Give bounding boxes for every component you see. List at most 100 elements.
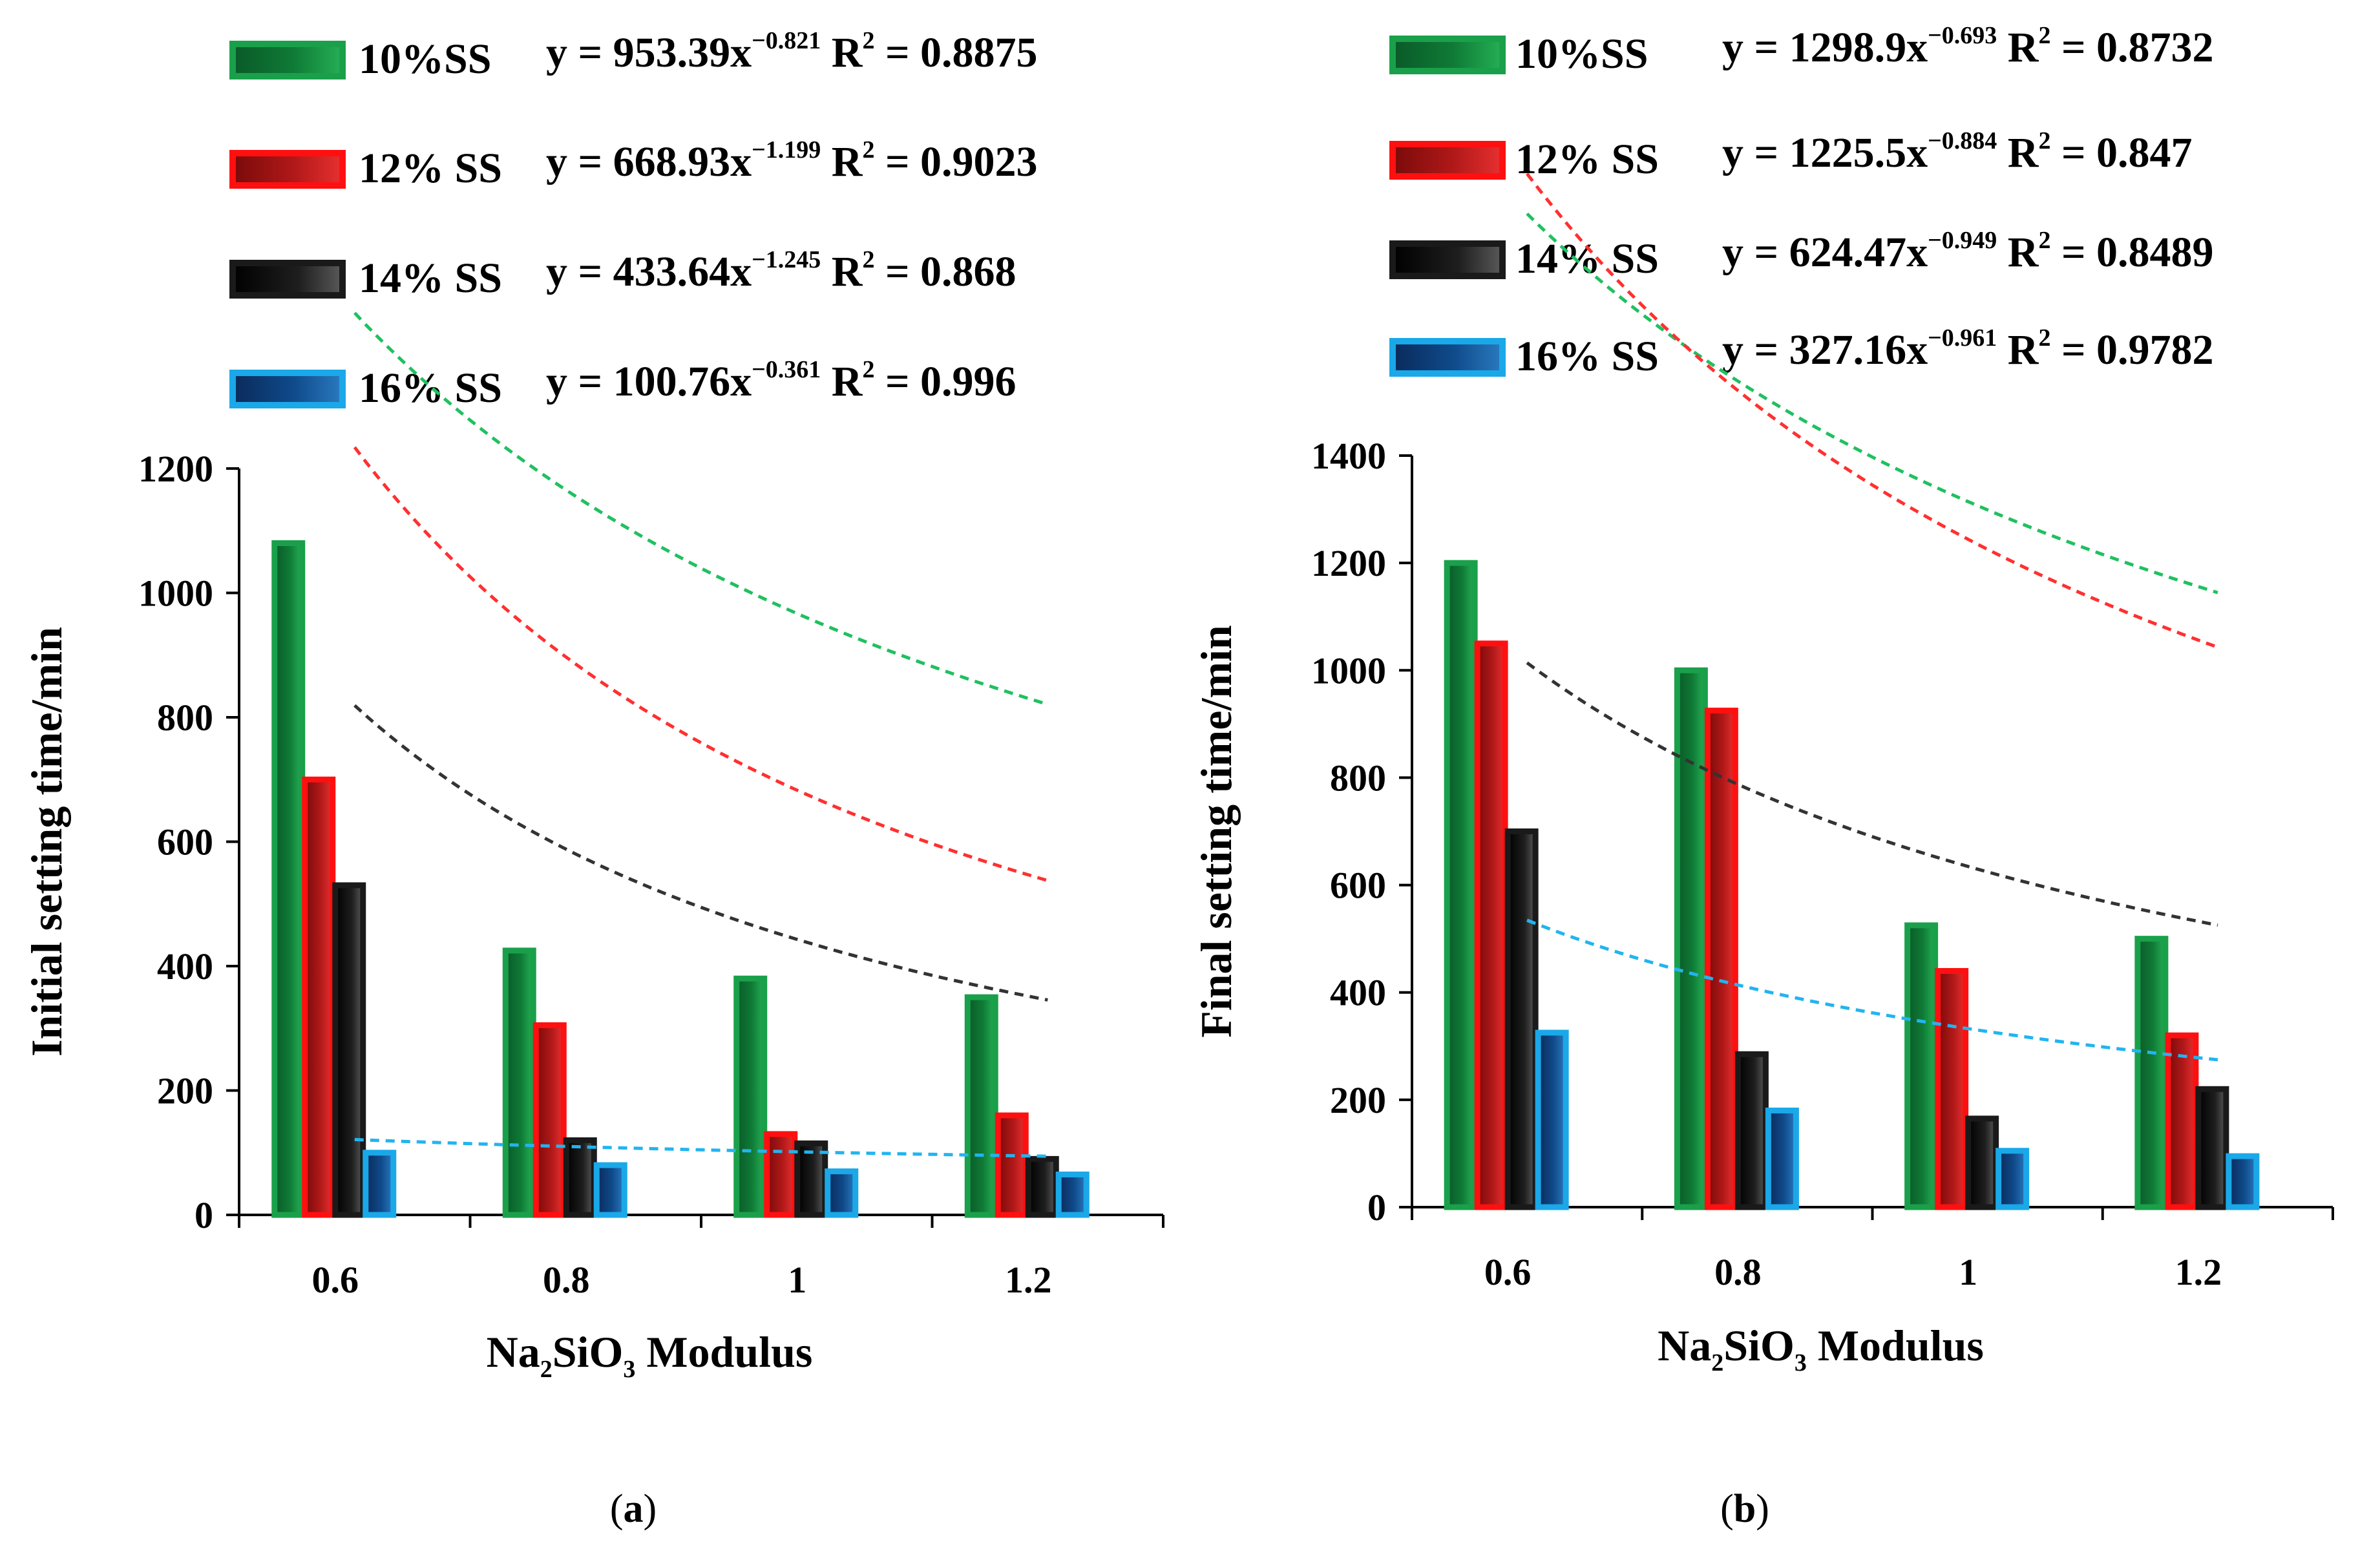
- trendline-10ss: [1526, 212, 2218, 595]
- y-tick-label: 600: [1330, 865, 1386, 907]
- legend-swatch: [229, 260, 346, 299]
- bar-12ss-1.2: [995, 1112, 1029, 1218]
- y-tick-label: 1000: [138, 573, 213, 615]
- x-axis-label: Na2SiO3 Modulus: [1658, 1321, 1984, 1376]
- bar-14ss-0.8: [563, 1137, 597, 1218]
- legend-swatch: [1389, 338, 1506, 377]
- y-tick-label: 400: [1330, 972, 1386, 1014]
- legend-entry-1: 10%SS y = 1298.9x−0.693 R2 = 0.8732: [1389, 22, 2214, 78]
- bar-12ss-0.8: [532, 1022, 567, 1218]
- bar-12ss-1: [764, 1131, 798, 1218]
- bar-12ss-0.6: [1474, 640, 1508, 1210]
- legend-label: 12% SS: [1515, 136, 1659, 183]
- trendline-10ss: [353, 311, 1049, 706]
- legend-label: 10%SS: [359, 36, 491, 83]
- bar-14ss-1.2: [1025, 1155, 1059, 1218]
- y-tick-label: 0: [195, 1194, 213, 1236]
- bar-10ss-1.2: [2134, 936, 2169, 1210]
- bar-10ss-0.8: [502, 947, 536, 1218]
- y-tick-label: 1200: [1311, 542, 1386, 584]
- trendline-16ss: [1526, 918, 2218, 1062]
- bar-14ss-1: [1965, 1115, 1999, 1210]
- bar-10ss-0.8: [1674, 667, 1708, 1210]
- legend-label: 16% SS: [359, 364, 502, 412]
- bar-14ss-0.8: [1734, 1051, 1769, 1210]
- x-tick-label: 1.2: [2175, 1251, 2222, 1293]
- legend-label: 16% SS: [1515, 333, 1659, 380]
- x-axis-label: Na2SiO3 Modulus: [487, 1327, 813, 1383]
- y-tick-label: 1400: [1311, 435, 1386, 477]
- y-axis-label: Initial setting time/min: [22, 627, 71, 1057]
- bar-16ss-1: [825, 1168, 859, 1218]
- y-tick-label: 200: [157, 1070, 213, 1112]
- panel-a: 10%SS y = 953.39x−0.821 R2 = 0.8875 12% SS…: [22, 27, 1164, 1531]
- bar-16ss-0.8: [1765, 1107, 1799, 1210]
- panel-label: (a): [610, 1487, 657, 1531]
- x-tick-label: 0.8: [543, 1259, 590, 1301]
- bar-16ss-0.8: [593, 1162, 627, 1218]
- x-tick-label: 0.6: [312, 1259, 359, 1301]
- legend-swatch: [1389, 141, 1506, 180]
- legend-swatch: [1389, 36, 1506, 74]
- bar-12ss-0.6: [302, 776, 336, 1218]
- legend-swatch: [229, 370, 346, 408]
- bar-16ss-1: [1996, 1148, 2030, 1210]
- y-axis-label: Final setting time/min: [1192, 625, 1241, 1037]
- y-tick-label: 600: [157, 821, 213, 863]
- bar-12ss-1.2: [2165, 1032, 2199, 1210]
- bar-12ss-0.8: [1704, 708, 1738, 1210]
- bar-16ss-1.2: [1055, 1171, 1090, 1218]
- x-tick-label: 1: [1959, 1251, 1977, 1293]
- trendline-12ss: [1526, 173, 2218, 649]
- bar-14ss-1: [794, 1140, 828, 1218]
- legend-equation: y = 327.16x−0.961 R2 = 0.9782: [1722, 324, 2214, 374]
- legend-equation: y = 433.64x−1.245 R2 = 0.868: [546, 246, 1016, 295]
- bar-14ss-0.6: [332, 882, 366, 1218]
- trendline-16ss: [354, 1137, 1048, 1158]
- legend-swatch: [1389, 240, 1506, 279]
- legend-equation: y = 1298.9x−0.693 R2 = 0.8732: [1722, 22, 2214, 71]
- panel-label: (b): [1720, 1487, 1769, 1531]
- bar-10ss-0.6: [271, 540, 306, 1218]
- bar-16ss-1.2: [2226, 1153, 2260, 1210]
- bar-16ss-0.6: [1535, 1029, 1569, 1210]
- x-tick-label: 1: [788, 1259, 806, 1301]
- x-tick-label: 1.2: [1005, 1259, 1052, 1301]
- legend-equation: y = 668.93x−1.199 R2 = 0.9023: [546, 136, 1038, 185]
- y-tick-label: 1200: [138, 448, 213, 490]
- panel-b: 10%SS y = 1298.9x−0.693 R2 = 0.8732 12% SS…: [1192, 22, 2334, 1531]
- legend-label: 14% SS: [1515, 235, 1659, 282]
- legend-entry-4: 16% SS y = 100.76x−0.361 R2 = 0.996: [229, 356, 1016, 412]
- y-tick-label: 200: [1330, 1079, 1386, 1121]
- legend-entry-3: 14% SS y = 433.64x−1.245 R2 = 0.868: [229, 246, 1016, 302]
- bar-12ss-1: [1935, 967, 1969, 1210]
- legend-label: 12% SS: [359, 145, 502, 192]
- trendline-14ss: [1526, 661, 2218, 927]
- y-tick-label: 400: [157, 945, 213, 987]
- trendline-14ss: [353, 704, 1048, 1002]
- legend-entry-1: 10%SS y = 953.39x−0.821 R2 = 0.8875: [229, 27, 1038, 83]
- legend-equation: y = 624.47x−0.949 R2 = 0.8489: [1722, 227, 2214, 276]
- legend-equation: y = 1225.5x−0.884 R2 = 0.847: [1722, 127, 2193, 176]
- legend-swatch: [229, 150, 346, 189]
- y-tick-label: 800: [1330, 757, 1386, 799]
- legend-entry-3: 14% SS y = 624.47x−0.949 R2 = 0.8489: [1389, 227, 2214, 282]
- legend-label: 10%SS: [1515, 30, 1648, 78]
- bar-14ss-0.6: [1504, 828, 1539, 1210]
- bar-14ss-1.2: [2195, 1086, 2229, 1210]
- legend-equation: y = 100.76x−0.361 R2 = 0.996: [546, 356, 1016, 405]
- legend-label: 14% SS: [359, 255, 502, 302]
- x-tick-label: 0.6: [1484, 1251, 1532, 1293]
- legend-entry-4: 16% SS y = 327.16x−0.961 R2 = 0.9782: [1389, 324, 2214, 380]
- bar-10ss-0.6: [1444, 560, 1478, 1210]
- y-tick-label: 0: [1367, 1186, 1386, 1228]
- legend-equation: y = 953.39x−0.821 R2 = 0.8875: [546, 27, 1038, 76]
- legend-entry-2: 12% SS y = 1225.5x−0.884 R2 = 0.847: [1389, 127, 2193, 183]
- legend-swatch: [229, 41, 346, 79]
- legend-entry-2: 12% SS y = 668.93x−1.199 R2 = 0.9023: [229, 136, 1038, 192]
- x-tick-label: 0.8: [1714, 1251, 1762, 1293]
- bar-16ss-0.6: [363, 1150, 397, 1218]
- bar-10ss-1.2: [964, 994, 998, 1218]
